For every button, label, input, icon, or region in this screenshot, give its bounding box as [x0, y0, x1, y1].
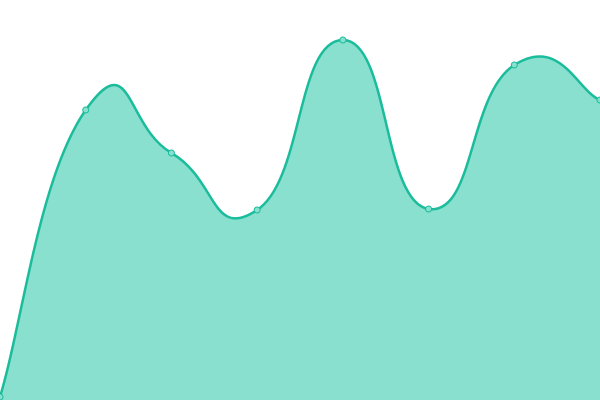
- data-point-2: [167, 149, 175, 157]
- data-point-1: [82, 106, 90, 114]
- data-points: [0, 36, 600, 400]
- area-fill: [0, 39, 600, 400]
- data-point-0: [0, 393, 4, 400]
- data-point-3: [253, 206, 261, 214]
- data-point-7: [596, 96, 600, 104]
- data-point-5: [425, 205, 433, 213]
- data-point-4: [339, 36, 347, 44]
- data-point-6: [510, 61, 518, 69]
